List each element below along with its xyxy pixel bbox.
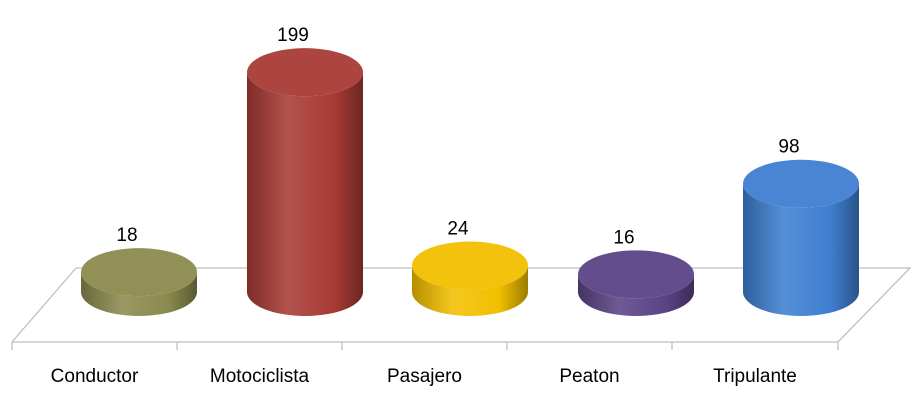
data-label-tripulante: 98	[778, 137, 799, 158]
bar-conductor	[81, 248, 197, 316]
bar-top	[81, 248, 197, 297]
tick-label-motociclista: Motociclista	[210, 366, 310, 387]
bar-body	[247, 72, 363, 317]
bar-body	[578, 274, 694, 316]
data-labels: 18 199 24 16 98	[116, 25, 799, 248]
tick-label-pasajero: Pasajero	[387, 366, 462, 387]
data-label-peaton: 16	[613, 227, 634, 248]
bar-top	[578, 250, 694, 299]
data-label-motociclista: 199	[277, 25, 309, 46]
bar-body	[412, 265, 528, 316]
tick-label-tripulante: Tripulante	[713, 366, 797, 387]
category-axis: Conductor Motociclista Pasajero Peaton Tripu…	[11, 342, 839, 387]
bar-peaton	[578, 250, 694, 316]
bar-top	[412, 241, 528, 290]
bar-tripulante	[743, 159, 859, 316]
bar-body	[81, 272, 197, 316]
tick-label-conductor: Conductor	[51, 366, 139, 387]
chart-floor	[11, 267, 912, 343]
tick-label-peaton: Peaton	[559, 366, 619, 387]
floor-outline	[11, 267, 912, 343]
bar-body	[743, 183, 859, 316]
data-label-conductor: 18	[116, 225, 137, 246]
data-label-pasajero: 24	[447, 218, 469, 239]
bar-motociclista	[247, 48, 363, 317]
bar-top	[743, 159, 859, 208]
bar-pasajero	[412, 241, 528, 316]
bar-top	[247, 48, 363, 97]
bar-series	[81, 48, 859, 317]
